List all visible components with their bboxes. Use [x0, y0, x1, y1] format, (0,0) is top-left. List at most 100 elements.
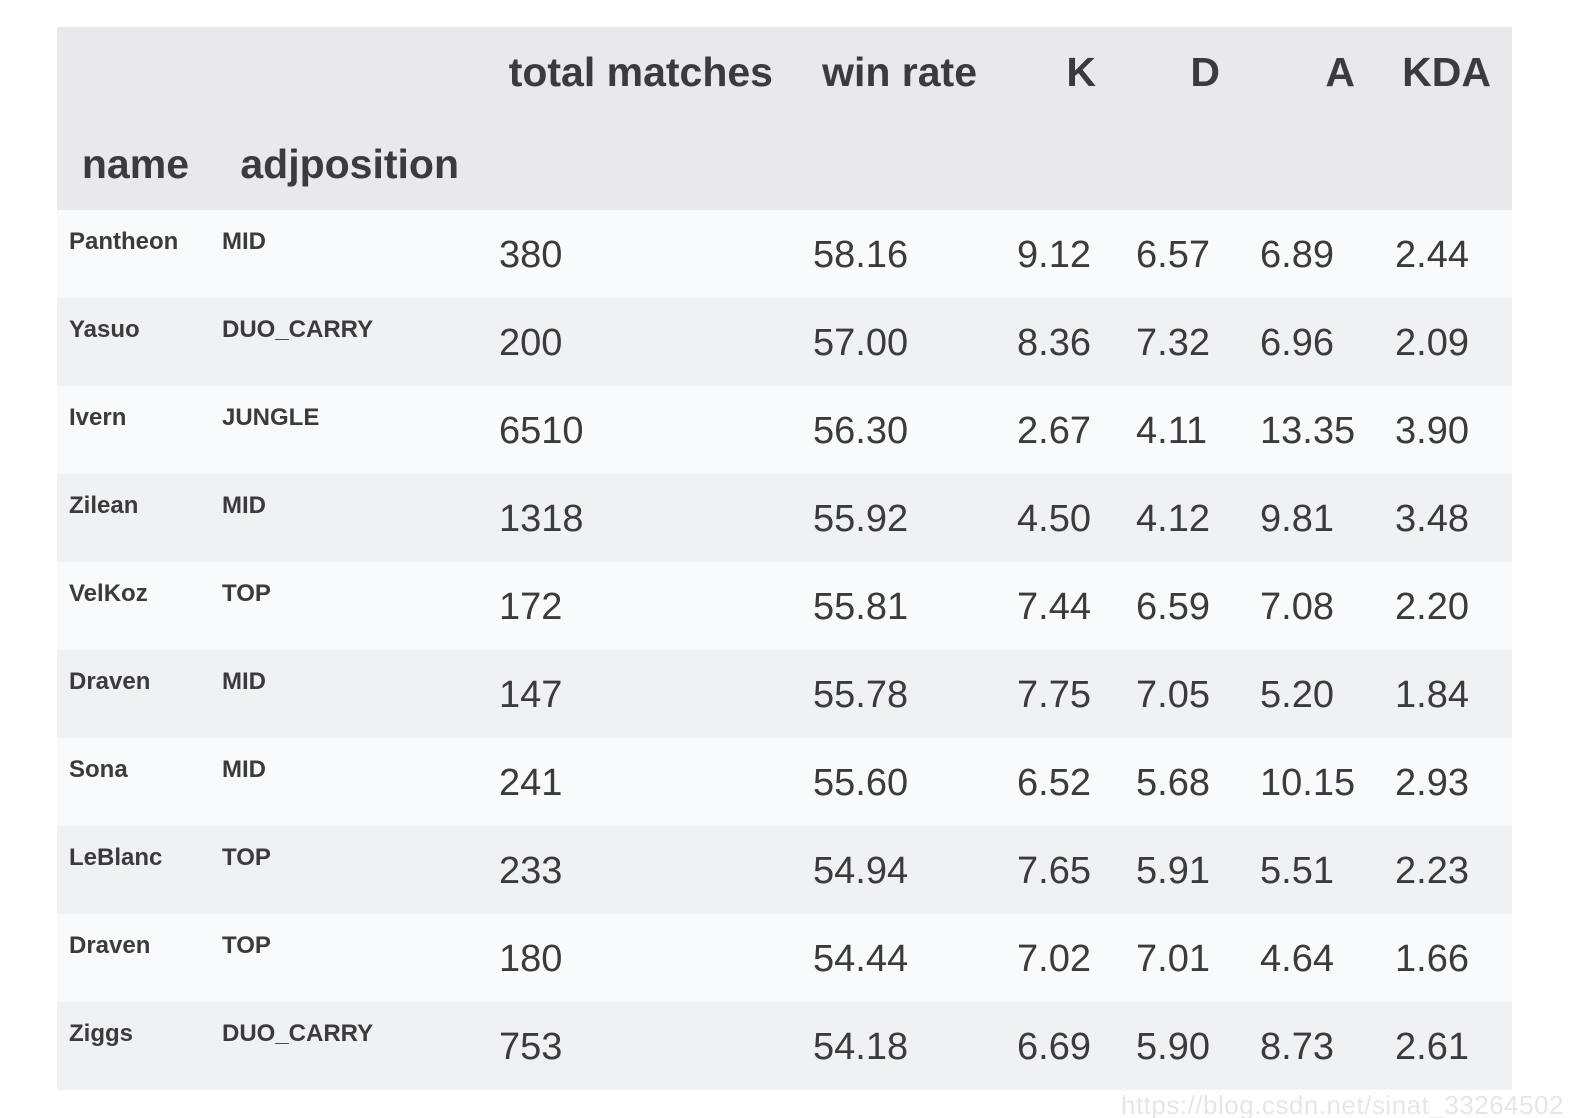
header-empty-cell: [794, 118, 998, 210]
row-index-name: Sona: [69, 756, 128, 783]
cell-a: 7.08: [1260, 585, 1334, 628]
header-empty-cell: [1376, 118, 1512, 210]
row-index-adjposition: DUO_CARRY: [222, 1020, 374, 1047]
table-row: Sona MID 241 55.60 6.52 5.68 10.15 2.93: [57, 738, 1512, 826]
cell-win-rate: 55.81: [813, 585, 909, 628]
row-index-name: Draven: [69, 668, 151, 695]
cell-total-matches: 753: [499, 1025, 563, 1068]
cell-d: 5.68: [1136, 761, 1210, 804]
column-header-a: A: [1241, 27, 1376, 118]
cell-a: 5.20: [1260, 673, 1334, 716]
cell-k: 6.69: [1017, 1025, 1091, 1068]
cell-kda: 2.93: [1395, 761, 1469, 804]
cell-k: 7.75: [1017, 673, 1091, 716]
cell-k: 7.44: [1017, 585, 1091, 628]
cell-win-rate: 55.92: [813, 497, 909, 540]
table-row: Yasuo DUO_CARRY 200 57.00 8.36 7.32 6.96 2.09: [57, 298, 1512, 386]
header-empty-cell: [480, 118, 794, 210]
column-header-kda: KDA: [1376, 27, 1512, 118]
table-row: Ivern JUNGLE 6510 56.30 2.67 4.11 13.35 3.90: [57, 386, 1512, 474]
column-header-k: K: [998, 27, 1117, 118]
cell-total-matches: 233: [499, 849, 563, 892]
row-index-adjposition: MID: [222, 668, 266, 695]
cell-kda: 2.23: [1395, 849, 1469, 892]
row-index-name: Draven: [69, 932, 151, 959]
row-index-adjposition: DUO_CARRY: [222, 316, 374, 343]
table-row: VelKoz TOP 172 55.81 7.44 6.59 7.08 2.20: [57, 562, 1512, 650]
header-empty-cell: [57, 27, 210, 118]
cell-kda: 1.66: [1395, 937, 1469, 980]
column-header-total-matches: total matches: [480, 27, 794, 118]
cell-a: 5.51: [1260, 849, 1334, 892]
table-row: Draven TOP 180 54.44 7.02 7.01 4.64 1.66: [57, 914, 1512, 1002]
cell-a: 4.64: [1260, 937, 1334, 980]
header-empty-cell: [998, 118, 1117, 210]
cell-d: 5.91: [1136, 849, 1210, 892]
table-row: Draven MID 147 55.78 7.75 7.05 5.20 1.84: [57, 650, 1512, 738]
row-index-name: Yasuo: [69, 316, 140, 343]
row-index-name: VelKoz: [69, 580, 148, 607]
cell-k: 8.36: [1017, 321, 1091, 364]
table-row: Pantheon MID 380 58.16 9.12 6.57 6.89 2.44: [57, 210, 1512, 298]
cell-total-matches: 6510: [499, 409, 584, 452]
cell-win-rate: 55.60: [813, 761, 909, 804]
cell-a: 9.81: [1260, 497, 1334, 540]
row-index-adjposition: JUNGLE: [222, 404, 320, 431]
cell-win-rate: 58.16: [813, 233, 909, 276]
cell-d: 6.59: [1136, 585, 1210, 628]
cell-a: 13.35: [1260, 409, 1356, 452]
index-name-row: name adjposition: [57, 118, 1512, 210]
cell-d: 7.01: [1136, 937, 1210, 980]
cell-kda: 2.09: [1395, 321, 1469, 364]
row-index-name: Pantheon: [69, 228, 179, 255]
row-index-adjposition: MID: [222, 228, 266, 255]
cell-total-matches: 380: [499, 233, 563, 276]
cell-win-rate: 54.94: [813, 849, 909, 892]
row-index-adjposition: TOP: [222, 932, 271, 959]
cell-k: 2.67: [1017, 409, 1091, 452]
cell-k: 7.02: [1017, 937, 1091, 980]
cell-win-rate: 57.00: [813, 321, 909, 364]
row-index-adjposition: TOP: [222, 580, 271, 607]
cell-kda: 2.20: [1395, 585, 1469, 628]
cell-total-matches: 1318: [499, 497, 584, 540]
cell-win-rate: 54.18: [813, 1025, 909, 1068]
cell-total-matches: 200: [499, 321, 563, 364]
cell-kda: 2.44: [1395, 233, 1469, 276]
cell-total-matches: 147: [499, 673, 563, 716]
header-empty-cell: [1241, 118, 1376, 210]
cell-win-rate: 55.78: [813, 673, 909, 716]
index-name-name: name: [57, 118, 210, 210]
index-name-adjposition: adjposition: [210, 118, 480, 210]
table-row: Ziggs DUO_CARRY 753 54.18 6.69 5.90 8.73 2.61: [57, 1002, 1512, 1090]
cell-kda: 3.48: [1395, 497, 1469, 540]
cell-kda: 3.90: [1395, 409, 1469, 452]
column-header-win-rate: win rate: [794, 27, 998, 118]
cell-kda: 2.61: [1395, 1025, 1469, 1068]
header-empty-cell: [1117, 118, 1241, 210]
row-index-name: Zilean: [69, 492, 139, 519]
table-header: total matches win rate K D A KDA name ad…: [57, 27, 1512, 210]
cell-d: 5.90: [1136, 1025, 1210, 1068]
cell-a: 6.89: [1260, 233, 1334, 276]
cell-win-rate: 56.30: [813, 409, 909, 452]
row-index-name: Ziggs: [69, 1020, 133, 1047]
csdn-watermark: https://blog.csdn.net/sinat_33264502: [1121, 1090, 1564, 1118]
cell-k: 6.52: [1017, 761, 1091, 804]
cell-total-matches: 172: [499, 585, 563, 628]
cell-a: 10.15: [1260, 761, 1356, 804]
cell-k: 7.65: [1017, 849, 1091, 892]
cell-d: 7.32: [1136, 321, 1210, 364]
table-body: Pantheon MID 380 58.16 9.12 6.57 6.89 2.44 Yasuo…: [57, 210, 1512, 1090]
cell-k: 9.12: [1017, 233, 1091, 276]
cell-d: 6.57: [1136, 233, 1210, 276]
cell-d: 7.05: [1136, 673, 1210, 716]
cell-total-matches: 241: [499, 761, 563, 804]
column-header-row: total matches win rate K D A KDA: [57, 27, 1512, 118]
cell-d: 4.11: [1136, 409, 1208, 452]
cell-kda: 1.84: [1395, 673, 1469, 716]
header-empty-cell: [210, 27, 480, 118]
cell-d: 4.12: [1136, 497, 1210, 540]
row-index-adjposition: MID: [222, 756, 266, 783]
